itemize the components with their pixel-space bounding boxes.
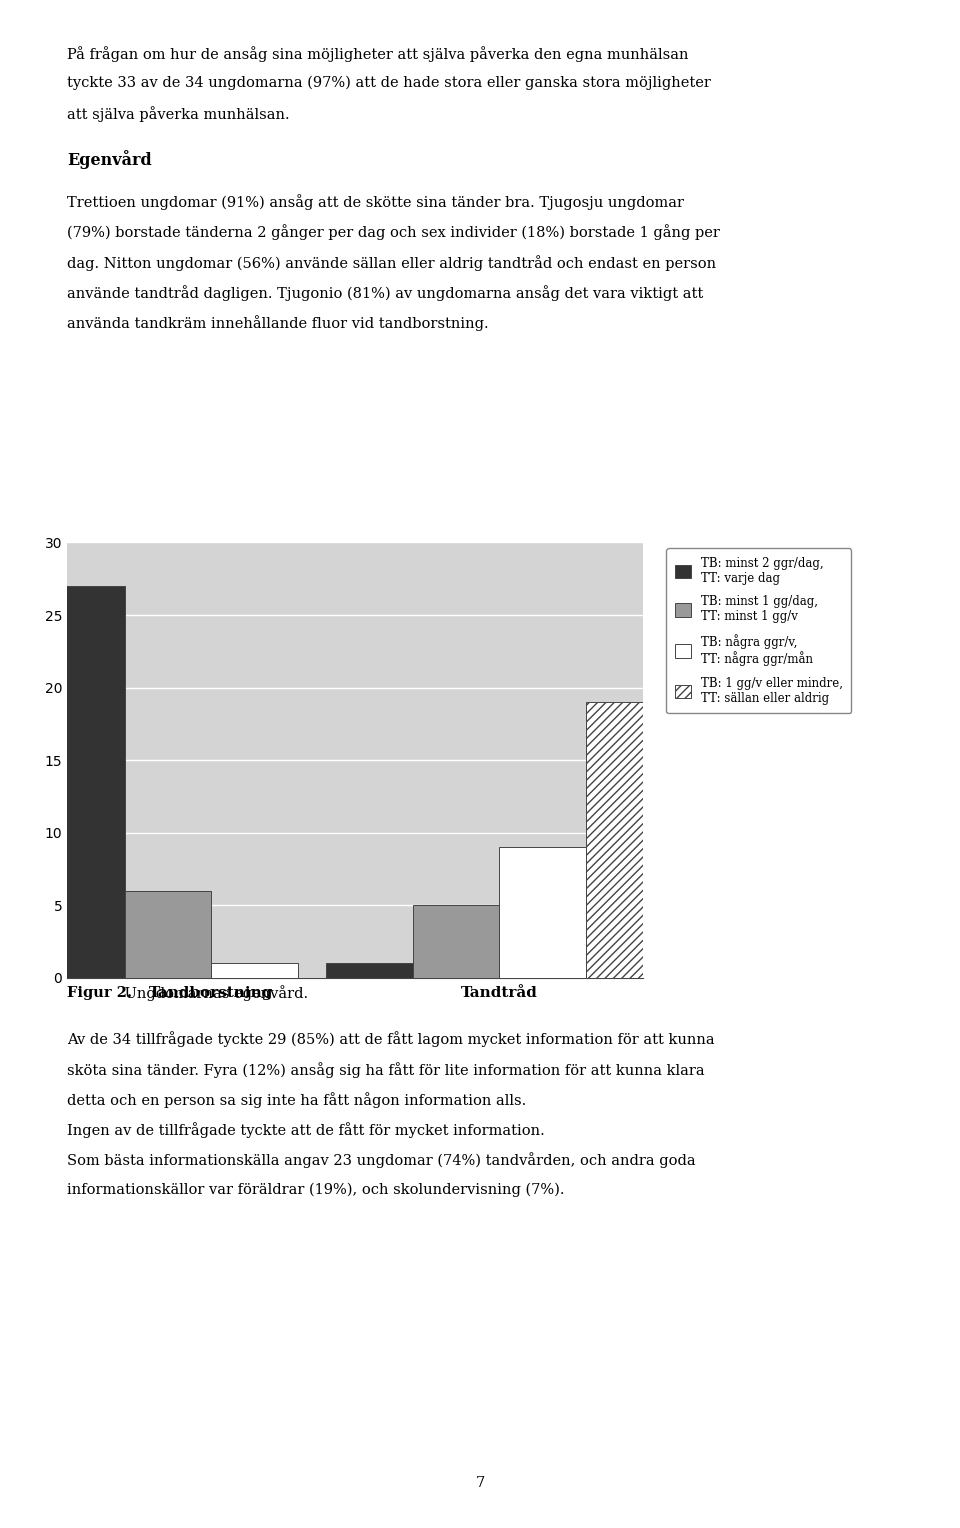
Text: sköta sina tänder. Fyra (12%) ansåg sig ha fått för lite information för att kun: sköta sina tänder. Fyra (12%) ansåg sig … xyxy=(67,1062,705,1077)
Text: detta och en person sa sig inte ha fått någon information alls.: detta och en person sa sig inte ha fått … xyxy=(67,1093,526,1108)
Text: informationskällor var föräldrar (19%), och skolundervisning (7%).: informationskällor var föräldrar (19%), … xyxy=(67,1183,564,1196)
Text: Egenvård: Egenvård xyxy=(67,150,152,170)
Bar xyxy=(499,847,586,978)
Text: På frågan om hur de ansåg sina möjligheter att själva påverka den egna munhälsan: På frågan om hur de ansåg sina möjlighet… xyxy=(67,46,688,61)
Text: använde tandtråd dagligen. Tjugonio (81%) av ungdomarna ansåg det vara viktigt a: använde tandtråd dagligen. Tjugonio (81%… xyxy=(67,286,704,301)
Text: att själva påverka munhälsan.: att själva påverka munhälsan. xyxy=(67,107,290,122)
Bar xyxy=(211,964,298,978)
Text: Ingen av de tillfrågade tyckte att de fått för mycket information.: Ingen av de tillfrågade tyckte att de få… xyxy=(67,1122,545,1138)
Text: tyckte 33 av de 34 ungdomarna (97%) att de hade stora eller ganska stora möjligh: tyckte 33 av de 34 ungdomarna (97%) att … xyxy=(67,76,711,90)
Text: använda tandkräm innehållande fluor vid tandborstning.: använda tandkräm innehållande fluor vid … xyxy=(67,315,489,332)
Bar xyxy=(586,701,672,978)
Bar xyxy=(413,905,499,978)
Text: Som bästa informationskälla angav 23 ungdomar (74%) tandvården, och andra goda: Som bästa informationskälla angav 23 ung… xyxy=(67,1152,696,1169)
Legend: TB: minst 2 ggr/dag,
TT: varje dag, TB: minst 1 gg/dag,
TT: minst 1 gg/v, TB: nå: TB: minst 2 ggr/dag, TT: varje dag, TB: … xyxy=(666,549,851,714)
Text: Ungdomarnas egenvård.: Ungdomarnas egenvård. xyxy=(120,986,308,1001)
Text: dag. Nitton ungdomar (56%) använde sällan eller aldrig tandtråd och endast en pe: dag. Nitton ungdomar (56%) använde sälla… xyxy=(67,255,716,270)
Bar xyxy=(38,585,125,978)
Text: Trettioen ungdomar (91%) ansåg att de skötte sina tänder bra. Tjugosju ungdomar: Trettioen ungdomar (91%) ansåg att de sk… xyxy=(67,194,684,211)
Text: Figur 2.: Figur 2. xyxy=(67,986,132,999)
Bar xyxy=(125,891,211,978)
Text: 7: 7 xyxy=(475,1476,485,1490)
Text: Av de 34 tillfrågade tyckte 29 (85%) att de fått lagom mycket information för at: Av de 34 tillfrågade tyckte 29 (85%) att… xyxy=(67,1031,715,1047)
Text: (79%) borstade tänderna 2 gånger per dag och sex individer (18%) borstade 1 gång: (79%) borstade tänderna 2 gånger per dag… xyxy=(67,225,720,240)
Bar xyxy=(326,964,413,978)
